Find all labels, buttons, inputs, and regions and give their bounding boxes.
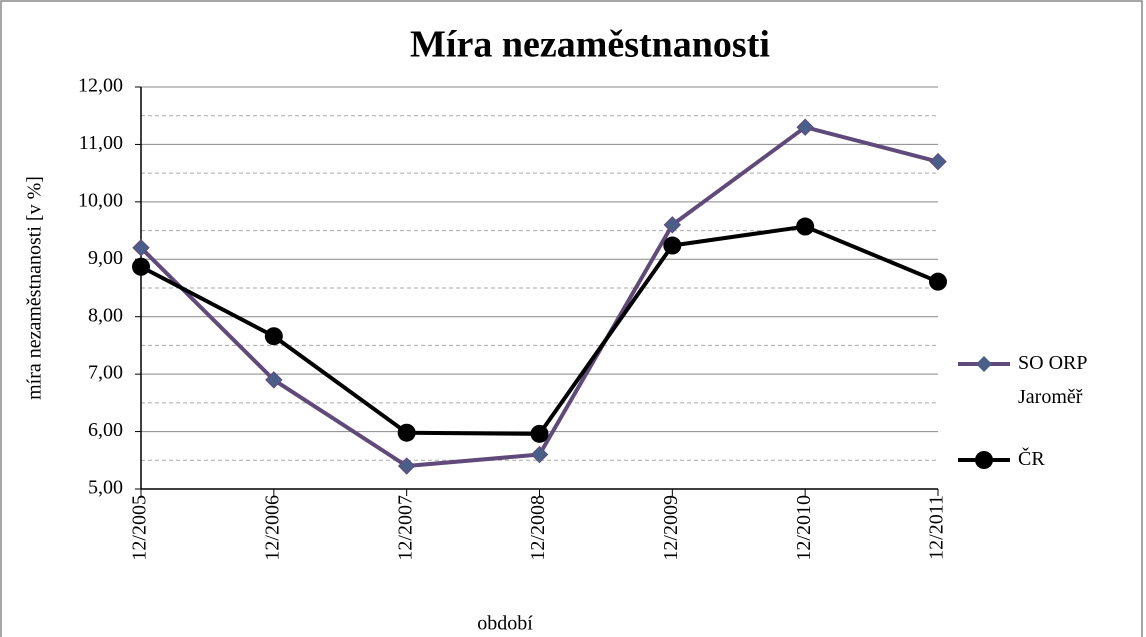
y-tick-label: 6,00 — [88, 419, 123, 441]
y-tick-label: 7,00 — [88, 362, 123, 384]
marker — [264, 327, 283, 346]
marker — [265, 371, 283, 389]
x-tick-label: 12/2008 — [527, 495, 549, 561]
marker — [929, 272, 947, 291]
x-tick-label: 12/2010 — [793, 495, 815, 561]
y-axis-label: míra nezaměstnanosti [v %] — [24, 176, 46, 400]
y-tick-label: 8,00 — [88, 304, 123, 326]
y-tick-label: 12,00 — [78, 75, 123, 97]
y-tick-label: 10,00 — [78, 189, 123, 211]
marker — [132, 239, 150, 257]
x-tick-label: 12/2011 — [926, 495, 948, 560]
legend-marker — [976, 356, 992, 372]
legend-marker — [975, 451, 993, 469]
marker — [929, 152, 947, 171]
marker — [530, 424, 549, 443]
marker — [796, 217, 815, 236]
legend-label: SO ORP Jaroměř — [1018, 352, 1087, 408]
y-tick-label: 5,00 — [88, 477, 123, 499]
legend-label: ČR — [1018, 448, 1045, 470]
x-tick-label: 12/2007 — [394, 495, 416, 561]
y-tick-label: 11,00 — [79, 132, 123, 154]
x-axis-label: období — [477, 613, 533, 635]
marker — [397, 423, 416, 442]
x-tick-label: 12/2009 — [660, 495, 682, 561]
x-tick-label: 12/2005 — [129, 495, 151, 561]
marker — [397, 457, 416, 475]
marker — [132, 257, 150, 276]
marker — [530, 445, 549, 464]
marker — [796, 118, 814, 136]
marker — [663, 216, 682, 234]
y-tick-label: 9,00 — [88, 247, 123, 269]
chart-title: Míra nezaměstnanosti — [410, 24, 770, 66]
x-tick-label: 12/2006 — [261, 495, 283, 561]
marker — [663, 236, 682, 255]
